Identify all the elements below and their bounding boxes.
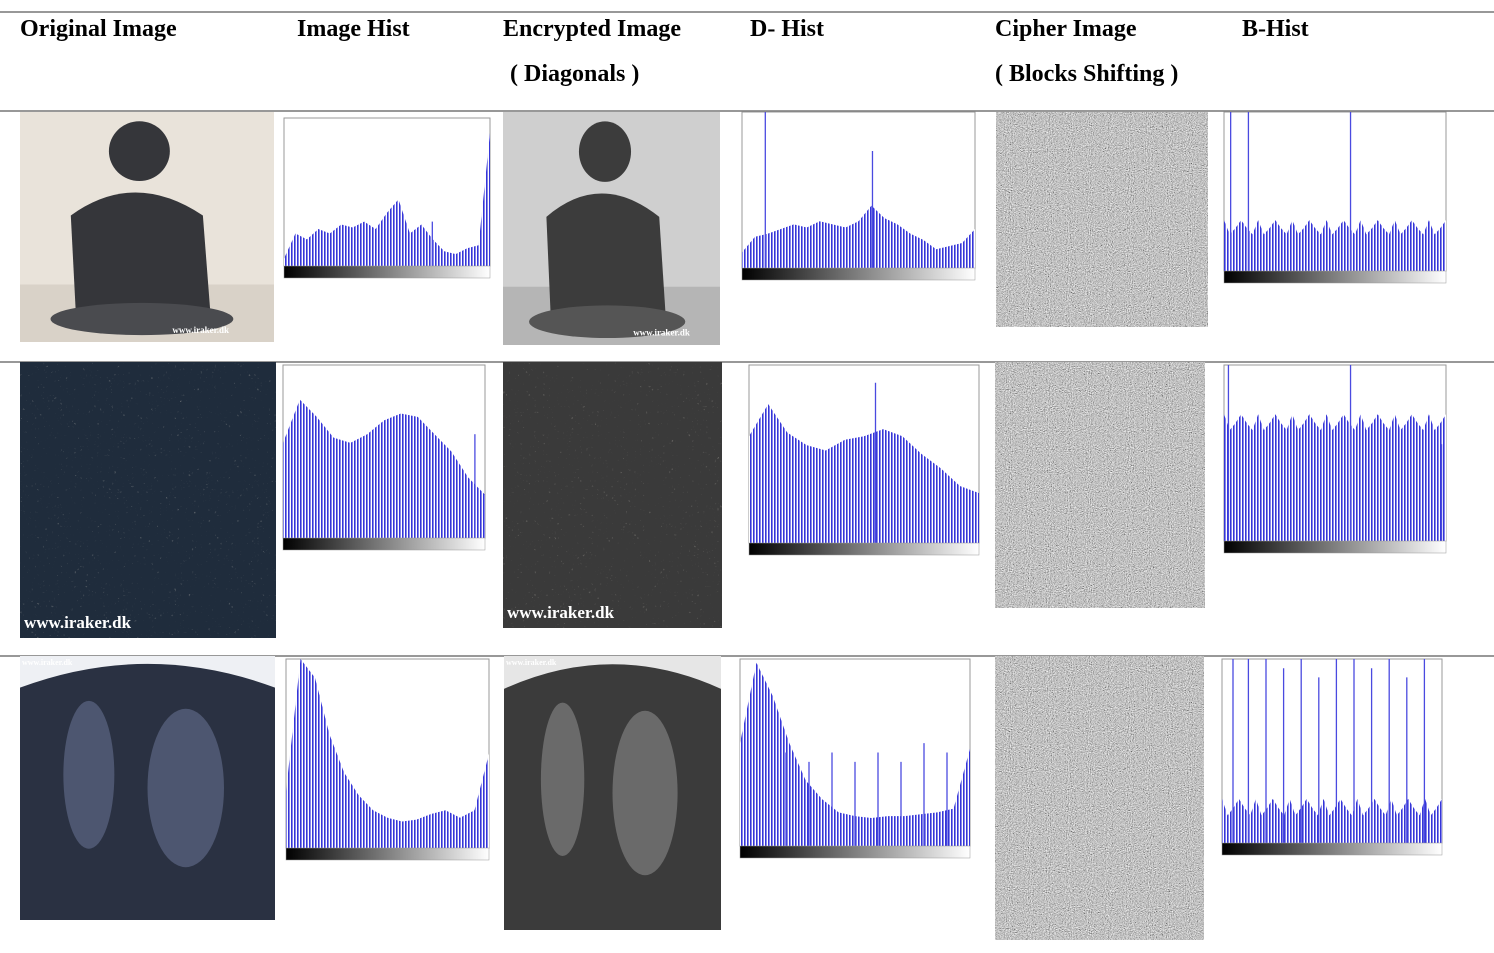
watermark: www.iraker.dk (506, 658, 557, 667)
hist-area (1224, 220, 1446, 271)
image-texture (20, 362, 276, 638)
hist-colorbar (285, 847, 490, 861)
hist-colorbar (739, 845, 971, 859)
stele (20, 663, 275, 920)
histogram-image (283, 117, 491, 279)
column-header: B-Hist (1242, 16, 1309, 42)
hist-area (1224, 414, 1446, 541)
hist-colorbar (748, 542, 980, 556)
cipher-image (996, 112, 1208, 327)
cipher-noise (996, 112, 1208, 327)
column-note: ( Diagonals ) (510, 61, 639, 87)
watermark: www.iraker.dk (633, 328, 690, 338)
cipher-image (995, 362, 1205, 608)
hist-area (283, 399, 485, 538)
hist-area (749, 404, 979, 543)
statue-body (546, 193, 666, 318)
cipher-noise (995, 362, 1205, 608)
column-header: Encrypted Image (503, 16, 681, 42)
hist-area (286, 659, 489, 848)
statue-body (70, 192, 211, 315)
encrypted-image: www.iraker.dk (504, 656, 721, 930)
statue-base (50, 302, 234, 336)
original-image: www.iraker.dk (20, 362, 276, 638)
watermark: www.iraker.dk (22, 658, 73, 667)
histogram-image (748, 364, 980, 556)
column-header: Cipher Image (995, 16, 1137, 42)
hist-colorbar (282, 537, 486, 551)
stele (504, 664, 721, 930)
original-image: www.iraker.dk (20, 656, 275, 920)
histogram-image (741, 111, 976, 281)
original-image: www.iraker.dk (20, 112, 274, 342)
hist-area (1222, 798, 1442, 843)
hist-area (740, 662, 970, 846)
cipher-noise (995, 656, 1204, 940)
figure (63, 700, 115, 849)
image-texture (503, 362, 722, 628)
histogram-image (1223, 111, 1447, 284)
cells: www.iraker.dk www.iraker.dk www.iraker.dk w… (20, 111, 1447, 940)
hist-colorbar (1223, 540, 1447, 554)
column-header: Original Image (20, 16, 177, 42)
watermark: www.iraker.dk (507, 603, 615, 622)
watermark: www.iraker.dk (172, 325, 229, 335)
figure (540, 702, 585, 857)
statue-base (529, 305, 686, 339)
histogram-image (1223, 364, 1447, 554)
statue-head (108, 121, 170, 181)
hist-colorbar (1221, 842, 1443, 856)
histogram-image (739, 658, 971, 859)
column-header: D- Hist (750, 16, 824, 42)
column-note: ( Blocks Shifting ) (995, 61, 1178, 87)
hist-area (742, 205, 975, 268)
column-header: Image Hist (297, 16, 410, 42)
figure (612, 710, 678, 876)
histogram-image (285, 658, 490, 861)
hist-area (284, 132, 490, 266)
hist-colorbar (1223, 270, 1447, 284)
histogram-image (282, 364, 486, 551)
cipher-image (995, 656, 1204, 940)
histogram-image (1221, 658, 1443, 856)
watermark: www.iraker.dk (24, 613, 132, 632)
encrypted-image: www.iraker.dk (503, 112, 720, 345)
statue-head (578, 121, 632, 182)
figure (147, 708, 224, 868)
hist-colorbar (283, 265, 491, 279)
encrypted-image: www.iraker.dk (503, 362, 722, 628)
hist-colorbar (741, 267, 976, 281)
